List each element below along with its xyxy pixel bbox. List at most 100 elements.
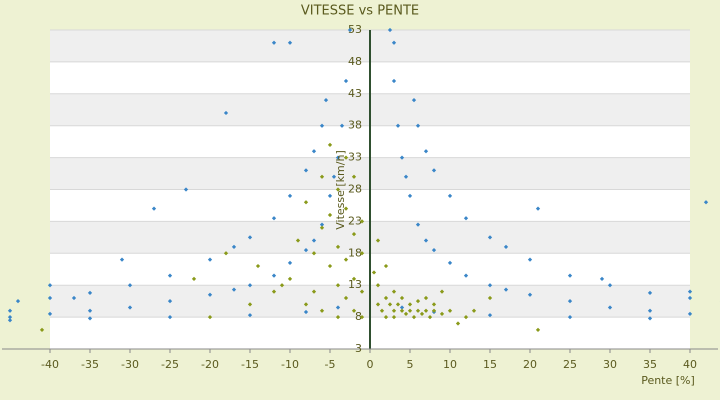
data-point: [359, 251, 365, 256]
data-point: [403, 311, 409, 317]
data-point: [343, 295, 349, 301]
y-tick-label: 8: [355, 310, 362, 323]
data-point: [303, 309, 309, 315]
data-point: [399, 295, 405, 301]
data-point: [395, 302, 401, 307]
data-point: [399, 308, 405, 313]
data-point: [247, 283, 253, 288]
x-axis-label: Pente [%]: [641, 374, 695, 387]
data-point: [455, 321, 461, 326]
data-point: [423, 295, 429, 301]
data-point: [151, 206, 157, 211]
x-tick-label: 15: [483, 358, 497, 371]
y-tick-label: 28: [348, 183, 362, 196]
data-point: [343, 257, 349, 262]
data-point: [399, 305, 405, 310]
plot-area: -40 -35 -30 -25 -20 -15 -10 -5 0 5 10 15 20 25 30 35 40 3…: [2, 23, 720, 371]
x-tick-label: -35: [81, 358, 99, 371]
data-point: [423, 149, 429, 154]
data-point: [567, 273, 573, 278]
data-point: [7, 308, 13, 313]
data-point: [703, 200, 709, 205]
data-point: [599, 276, 605, 281]
data-point: [335, 283, 341, 288]
x-tick-label: 20: [523, 358, 537, 371]
x-tick-label: -20: [201, 358, 219, 371]
data-point: [391, 289, 397, 294]
data-point: [387, 302, 393, 307]
data-point: [319, 225, 325, 230]
data-point: [223, 251, 229, 256]
data-point: [359, 219, 365, 224]
x-tick-label: 30: [603, 358, 617, 371]
x-tick-label: 10: [443, 358, 457, 371]
data-point: [431, 308, 437, 313]
data-point: [287, 276, 293, 281]
data-point: [463, 216, 469, 221]
y-axis-label: Vitesse [km/h]: [334, 150, 347, 230]
x-tick-label: -25: [161, 358, 179, 371]
data-point: [327, 212, 333, 218]
y-tick-label: 18: [348, 246, 362, 259]
data-point: [207, 257, 213, 262]
data-point: [375, 283, 381, 288]
data-point: [687, 289, 693, 294]
data-point: [343, 155, 349, 160]
data-point: [535, 327, 541, 332]
data-point: [327, 193, 333, 199]
data-point: [279, 283, 285, 288]
data-point: [167, 314, 173, 320]
data-point: [415, 222, 421, 227]
data-point: [303, 168, 309, 173]
data-point: [535, 206, 541, 211]
x-tick-label: 35: [643, 358, 657, 371]
data-point: [431, 168, 437, 173]
data-point: [391, 308, 397, 313]
data-point: [167, 299, 173, 304]
data-point: [319, 308, 325, 313]
data-point: [167, 273, 173, 278]
data-point: [431, 302, 437, 307]
x-tick-label: -30: [121, 358, 139, 371]
data-point: [375, 302, 381, 307]
x-tick-label: 0: [367, 358, 374, 371]
data-point: [503, 287, 509, 292]
data-point: [607, 305, 613, 310]
data-point: [295, 238, 301, 243]
data-point: [447, 308, 453, 313]
data-point: [403, 174, 409, 179]
data-point: [419, 311, 425, 317]
data-point: [687, 311, 693, 317]
data-point: [335, 314, 341, 320]
data-point: [415, 299, 421, 304]
x-tick-label: -5: [325, 358, 336, 371]
data-point: [399, 155, 405, 160]
data-point: [503, 244, 509, 250]
data-point: [567, 299, 573, 304]
data-point: [447, 193, 453, 199]
data-point: [471, 308, 477, 313]
data-point: [647, 316, 653, 321]
data-point: [647, 290, 653, 295]
data-point: [311, 251, 317, 256]
data-point: [223, 110, 229, 116]
data-point: [423, 308, 429, 313]
data-point: [335, 244, 341, 250]
y-tick-label: 13: [348, 278, 362, 291]
data-point: [231, 287, 237, 292]
data-point: [359, 289, 365, 294]
data-point: [327, 142, 333, 147]
data-point: [327, 263, 333, 269]
y-tick-label: 33: [348, 151, 362, 164]
data-point: [463, 273, 469, 278]
data-point: [383, 263, 389, 269]
data-point: [463, 314, 469, 320]
data-point: [343, 206, 349, 211]
data-point: [287, 193, 293, 199]
x-tick-label: 5: [407, 358, 414, 371]
data-point: [335, 305, 341, 310]
data-point: [351, 232, 357, 237]
y-tick-label: 3: [355, 342, 362, 355]
data-point: [311, 238, 317, 243]
